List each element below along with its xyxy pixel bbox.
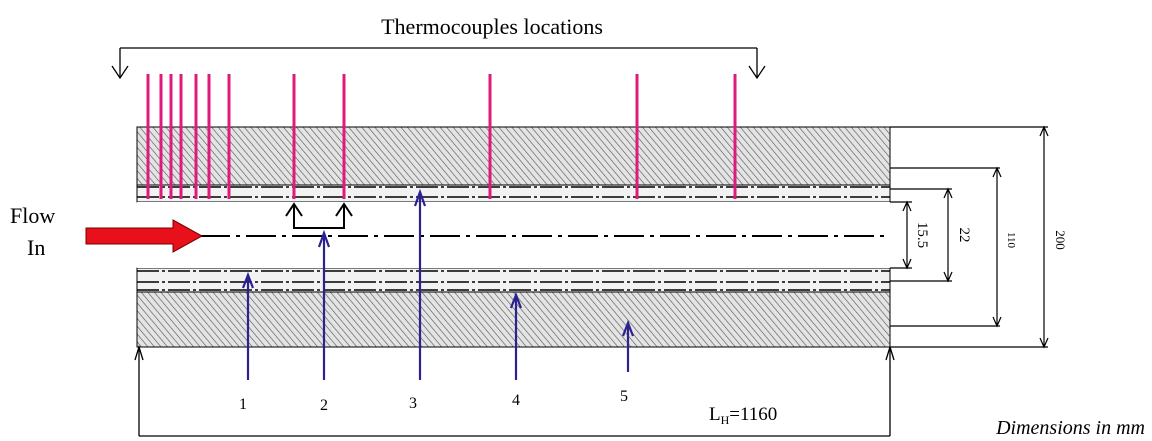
dim-label-200: 200 bbox=[1053, 230, 1068, 250]
callout-arrows bbox=[241, 188, 635, 380]
flow-label-line2: In bbox=[27, 235, 45, 260]
title: Thermocouples locations bbox=[381, 14, 603, 39]
thermocouples bbox=[146, 74, 737, 199]
callout-label-5: 5 bbox=[620, 388, 628, 405]
callout-label-3: 3 bbox=[409, 395, 417, 412]
dim-label-15-5: 15.5 bbox=[914, 222, 930, 248]
flow-in-arrow bbox=[85, 219, 204, 253]
dim-label-22: 22 bbox=[956, 228, 972, 243]
callout-label-4: 4 bbox=[512, 392, 520, 409]
pressure-taps bbox=[285, 202, 353, 229]
heating-wire-lines bbox=[137, 186, 890, 291]
heated-length-label: LH=1160 bbox=[709, 404, 777, 427]
callout-label-2: 2 bbox=[320, 397, 328, 414]
dimension-lines bbox=[890, 125, 1049, 349]
dim-label-110: 110 bbox=[1005, 232, 1017, 249]
outer-insulation-top bbox=[136, 126, 891, 186]
callout-label-1: 1 bbox=[239, 396, 247, 413]
units-note: Dimensions in mm bbox=[995, 417, 1145, 439]
flow-label-line1: Flow bbox=[10, 203, 55, 228]
thermocouples-bracket bbox=[111, 47, 766, 80]
heated-length-dimension bbox=[134, 344, 895, 437]
